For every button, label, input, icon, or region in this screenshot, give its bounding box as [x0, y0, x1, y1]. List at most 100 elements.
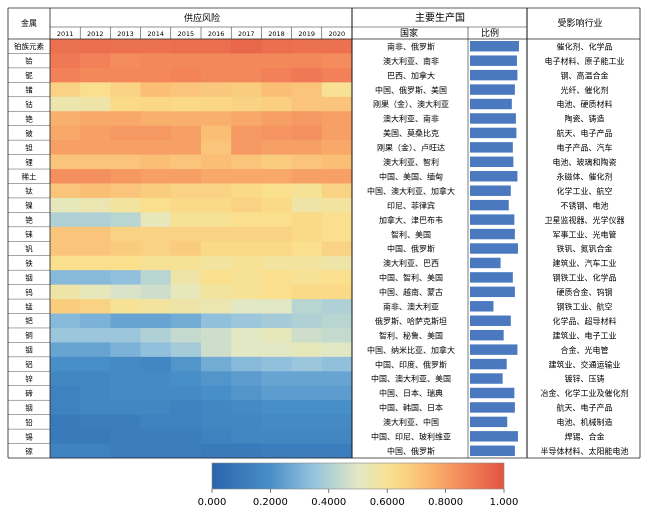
ratio-bar [470, 41, 519, 52]
heatmap-cell [231, 154, 262, 170]
heatmap-cell [110, 299, 141, 314]
heatmap-cell [110, 140, 141, 155]
heatmap-cell [140, 414, 172, 430]
heatmap-cell [321, 342, 353, 358]
heatmap-cell [170, 327, 202, 343]
heatmap-cell [201, 183, 232, 199]
industry-label: 冶金、化学工业及催化剂 [541, 388, 629, 398]
heatmap-cell [291, 212, 323, 228]
heatmap-cell [291, 67, 323, 83]
metal-label: 锌 [25, 374, 33, 384]
heatmap-cell [201, 111, 232, 127]
heatmap-cell [170, 313, 202, 329]
heatmap-cell [110, 226, 141, 242]
heatmap-cell [261, 443, 292, 459]
heatmap-cell [170, 226, 202, 242]
heatmap-cell [50, 169, 81, 184]
heatmap-cell [80, 212, 111, 228]
heatmap-cell [261, 385, 292, 401]
heatmap-cell [110, 96, 141, 112]
heatmap-cell [170, 255, 202, 271]
heatmap-cell [170, 212, 202, 228]
heatmap-cell [261, 96, 292, 112]
heatmap-cell [140, 313, 172, 329]
heatmap-cell [140, 371, 172, 387]
heatmap-cell [321, 111, 353, 127]
heatmap-cell [170, 429, 202, 444]
heatmap-cell [231, 342, 262, 358]
ratio-bar [470, 272, 513, 283]
heatmap-cell [140, 197, 172, 213]
heatmap-cell [140, 53, 172, 69]
heatmap-cell [50, 284, 81, 300]
heatmap-cell [291, 371, 323, 387]
heatmap-cell [261, 226, 292, 242]
heatmap-cell [140, 212, 172, 228]
heatmap-cell [50, 82, 81, 98]
metal-label: 钯 [25, 316, 33, 326]
heatmap-cell [80, 327, 111, 343]
country-label: 刚果（金）、澳大利亚 [373, 99, 449, 109]
heatmap-cell [291, 183, 323, 199]
ratio-bar [470, 257, 501, 269]
heatmap-cells [50, 39, 353, 459]
industry-label: 合金、光电管 [561, 345, 609, 355]
heatmap-cell [291, 53, 323, 69]
industry-label: 建筑业、电子工业 [553, 330, 617, 340]
industry-label: 半导体材料、太阳能电池 [541, 446, 629, 456]
heatmap-cell [110, 67, 141, 83]
heatmap-cell [231, 299, 262, 314]
heatmap-cell [50, 371, 81, 387]
heatmap-cell [110, 82, 141, 98]
heatmap-cell [170, 111, 202, 127]
metal-label: 铯 [25, 215, 33, 225]
year-label: 2011 [57, 30, 74, 38]
heatmap-cell [110, 270, 141, 286]
heatmap-cell [321, 226, 353, 242]
heatmap-cell [140, 327, 172, 343]
year-label: 2017 [238, 30, 255, 38]
heatmap-cell [110, 342, 141, 358]
ratio-bar [470, 98, 512, 110]
heatmap-cell [261, 356, 292, 372]
heatmap-cell [50, 342, 81, 358]
heatmap-cell [261, 371, 292, 387]
heatmap-cell [110, 400, 141, 416]
heatmap-cell [80, 313, 111, 329]
heatmap-cell [50, 299, 81, 314]
heatmap-cell [140, 169, 172, 184]
heatmap-cell [231, 414, 262, 430]
heatmap-cell [80, 140, 111, 155]
heatmap-cell [201, 327, 232, 343]
industry-label: 不锈钢、电池 [561, 200, 609, 210]
heatmap-cell [80, 169, 111, 184]
heatmap-cell [201, 342, 232, 358]
metal-label: 镓 [25, 446, 33, 456]
ratio-bar [470, 228, 515, 240]
heatmap-cell [201, 299, 232, 314]
industry-label: 电池、玻璃和陶瓷 [553, 157, 617, 167]
country-label: 俄罗斯、哈萨克斯坦 [375, 316, 447, 326]
heatmap-cell [80, 53, 111, 69]
metal-label: 锰 [25, 301, 33, 311]
heatmap-cell [261, 284, 292, 300]
country-label: 中国、越南、蒙古 [379, 287, 443, 297]
heatmap-cell [231, 111, 262, 127]
heatmap-cell [261, 111, 292, 127]
heatmap-cell [110, 241, 141, 257]
heatmap-cell [321, 313, 353, 329]
heatmap-cell [80, 226, 111, 242]
heatmap-cell [231, 53, 262, 69]
heatmap-cell [231, 82, 262, 98]
heatmap-cell [291, 39, 323, 54]
heatmap-cell [50, 241, 81, 257]
heatmap-cell [170, 39, 202, 54]
metal-label: 钒 [25, 245, 33, 254]
heatmap-cell [110, 111, 141, 127]
heatmap-cell [50, 197, 81, 213]
heatmap-cell [140, 67, 172, 83]
heatmap-cell [80, 96, 111, 112]
heatmap-cell [321, 67, 353, 83]
industry-labels: 催化剂、化学品电子材料、原子能工业钢、高温合金光纤、催化剂电池、硬质材料陶瓷、铸… [541, 41, 629, 456]
heatmap-cell [50, 154, 81, 170]
